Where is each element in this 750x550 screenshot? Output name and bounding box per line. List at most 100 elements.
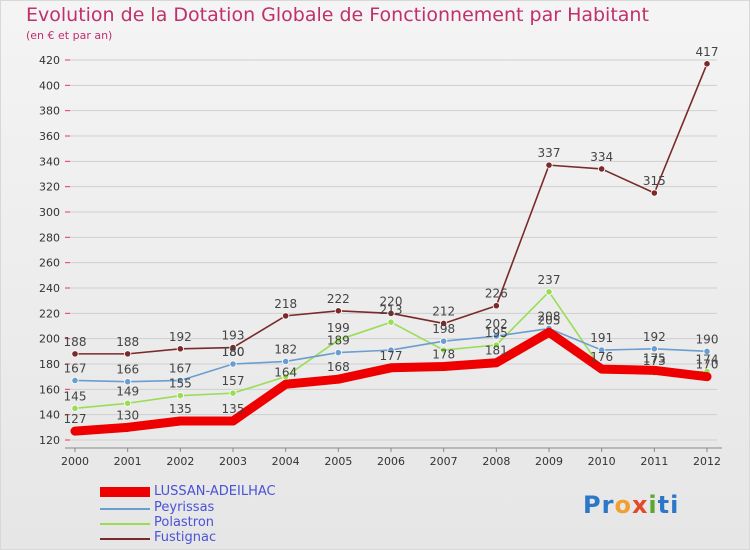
data-label: 237 <box>538 273 561 287</box>
data-label: 178 <box>432 348 455 362</box>
data-point-peyrissas <box>71 376 79 385</box>
legend-label-lussan-adeilhac: LUSSAN-ADEILHAC <box>154 484 276 499</box>
data-label: 157 <box>222 374 245 388</box>
data-point-peyrissas <box>492 332 500 340</box>
data-label: 135 <box>169 402 192 416</box>
data-label: 337 <box>538 146 561 160</box>
data-label: 192 <box>643 330 666 344</box>
data-label: 173 <box>643 354 666 368</box>
legend-swatch-polastron <box>100 523 150 525</box>
data-point-polastron <box>545 288 553 296</box>
data-point-peyrissas <box>124 378 132 386</box>
data-point-lussan-adeilhac <box>228 416 238 426</box>
legend-swatch-fustignac <box>100 538 150 540</box>
data-point-lussan-adeilhac <box>123 422 133 432</box>
data-label: 130 <box>116 408 139 422</box>
x-tick-label: 2007 <box>430 455 458 468</box>
data-point-fustignac <box>440 319 448 328</box>
data-point-fustignac <box>334 307 342 315</box>
data-point-lussan-adeilhac <box>597 364 607 374</box>
data-label: 188 <box>64 335 87 349</box>
x-tick-label: 2005 <box>324 455 352 468</box>
data-label: 222 <box>327 292 350 306</box>
data-label: 226 <box>485 287 508 301</box>
chart-subtitle: (en € et par an) <box>26 29 113 42</box>
legend-swatch-peyrissas <box>100 508 150 510</box>
data-point-fustignac <box>124 350 132 358</box>
y-tick-label: 220 <box>39 307 60 320</box>
data-label: 167 <box>64 361 87 375</box>
data-label: 334 <box>590 150 613 164</box>
data-label: 212 <box>432 304 455 318</box>
data-label: 181 <box>485 344 508 358</box>
y-tick-label: 120 <box>39 434 60 447</box>
y-tick-label: 240 <box>39 282 60 295</box>
data-label: 199 <box>327 321 350 335</box>
data-label: 193 <box>222 329 245 343</box>
data-label: 155 <box>169 377 192 391</box>
x-tick-label: 2000 <box>61 455 89 468</box>
data-point-lussan-adeilhac <box>70 426 80 436</box>
y-tick-label: 320 <box>39 181 60 194</box>
data-label: 175 <box>643 351 666 365</box>
x-tick-label: 2001 <box>114 455 142 468</box>
data-label: 164 <box>274 365 297 379</box>
data-point-polastron <box>387 318 395 326</box>
data-label: 166 <box>116 363 139 377</box>
data-label: 202 <box>485 317 508 331</box>
data-point-peyrissas <box>650 345 658 353</box>
data-label: 177 <box>380 349 403 363</box>
data-point-lussan-adeilhac <box>491 358 501 368</box>
data-point-peyrissas <box>598 346 606 354</box>
data-label: 168 <box>327 360 350 374</box>
chart-title: Evolution de la Dotation Globale de Fonc… <box>26 4 649 26</box>
data-point-lussan-adeilhac <box>333 374 343 384</box>
data-label: 192 <box>169 330 192 344</box>
x-tick-label: 2003 <box>219 455 247 468</box>
data-label: 170 <box>696 358 719 372</box>
data-point-polastron <box>176 392 184 400</box>
proxiti-logo: Proxiti <box>583 491 680 519</box>
y-tick-label: 400 <box>39 79 60 92</box>
data-point-fustignac <box>387 309 395 317</box>
data-point-lussan-adeilhac <box>175 416 185 426</box>
x-tick-label: 2010 <box>588 455 616 468</box>
data-point-fustignac <box>71 350 79 358</box>
data-label: 174 <box>696 353 719 367</box>
y-tick-label: 420 <box>39 54 60 67</box>
y-tick-label: 160 <box>39 383 60 396</box>
data-point-peyrissas <box>282 357 290 366</box>
data-label: 190 <box>696 332 719 346</box>
y-tick-label: 180 <box>39 358 60 371</box>
y-tick-label: 200 <box>39 333 60 346</box>
data-point-polastron <box>334 336 342 344</box>
legend-label-polastron: Polastron <box>154 515 215 530</box>
legend-label-fustignac: Fustignac <box>154 530 217 545</box>
data-label: 176 <box>590 350 613 364</box>
data-point-fustignac <box>650 189 658 197</box>
data-point-polastron <box>492 341 500 349</box>
data-label: 135 <box>222 402 245 416</box>
legend-label-peyrissas: Peyrissas <box>154 500 215 515</box>
data-label: 218 <box>274 297 297 311</box>
data-point-lussan-adeilhac <box>649 365 659 375</box>
data-label: 213 <box>380 303 403 317</box>
x-tick-label: 2012 <box>693 455 721 468</box>
data-label: 149 <box>116 384 139 398</box>
data-point-lussan-adeilhac <box>281 379 291 389</box>
x-tick-label: 2009 <box>535 455 563 468</box>
data-label: 220 <box>380 294 403 308</box>
y-tick-label: 260 <box>39 257 60 270</box>
data-label: 180 <box>222 345 245 359</box>
y-tick-label: 340 <box>39 155 60 168</box>
x-tick-label: 2006 <box>377 455 405 468</box>
data-label: 195 <box>485 326 508 340</box>
legend-swatch-lussan-adeilhac <box>100 487 150 497</box>
data-label: 191 <box>590 331 613 345</box>
data-label: 417 <box>696 45 719 59</box>
data-point-peyrissas <box>703 347 711 355</box>
data-point-fustignac <box>703 60 711 68</box>
data-label: 188 <box>116 335 139 349</box>
data-point-lussan-adeilhac <box>702 372 712 382</box>
